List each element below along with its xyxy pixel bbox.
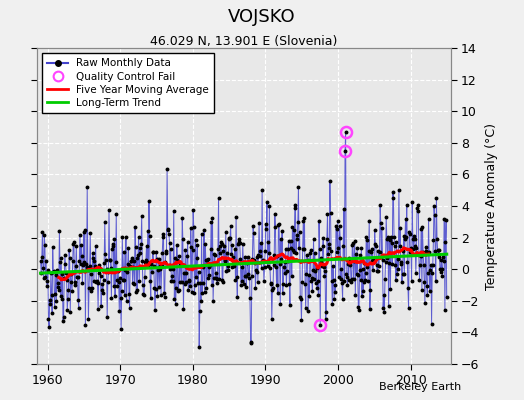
Title: 46.029 N, 13.901 E (Slovenia): 46.029 N, 13.901 E (Slovenia)	[150, 35, 337, 48]
Text: Berkeley Earth: Berkeley Earth	[379, 382, 461, 392]
Text: VOJSKO: VOJSKO	[228, 8, 296, 26]
Y-axis label: Temperature Anomaly (°C): Temperature Anomaly (°C)	[485, 122, 498, 290]
Legend: Raw Monthly Data, Quality Control Fail, Five Year Moving Average, Long-Term Tren: Raw Monthly Data, Quality Control Fail, …	[42, 53, 214, 113]
